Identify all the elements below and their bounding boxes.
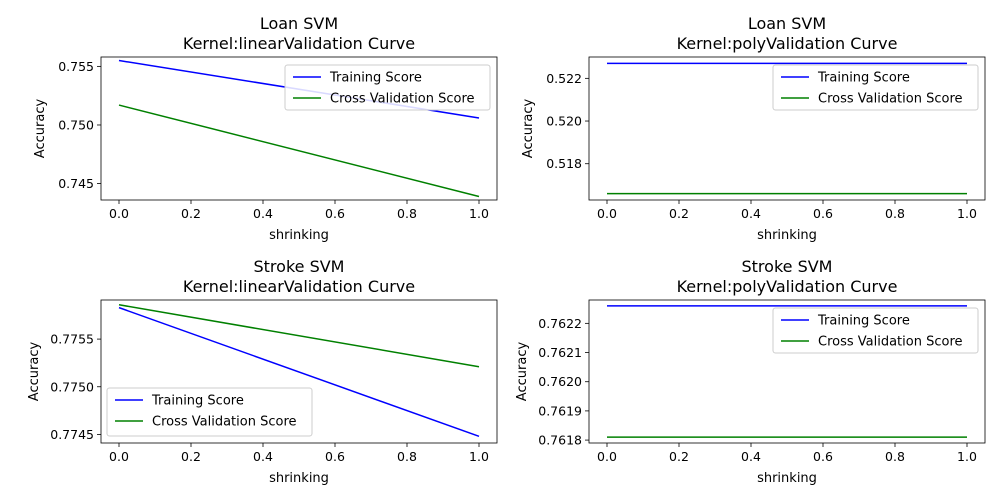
x-tick-label: 0.0 [597,206,617,221]
x-tick-label: 0.8 [885,206,905,221]
plot-area-frame [588,56,986,201]
x-tick-label: 0.2 [181,206,201,221]
x-tick-label: 0.2 [181,449,201,464]
y-tick-label: 0.520 [546,114,582,129]
chart-title-line1: Loan SVM [260,14,338,33]
x-axis-label: shrinking [757,471,817,486]
x-axis-label: shrinking [269,228,329,243]
legend-box [772,307,979,354]
legend-entry-label: Cross Validation Score [818,335,963,350]
y-tick-label: 0.7619 [538,403,582,418]
x-tick-label: 0.2 [669,206,689,221]
y-tick-label: 0.7755 [50,332,94,347]
x-tick-label: 0.8 [885,449,905,464]
legend-box [284,64,491,111]
y-tick-label: 0.7622 [538,316,582,331]
x-tick-label: 1.0 [469,449,489,464]
x-tick-label: 0.8 [397,206,417,221]
x-tick-label: 0.6 [813,206,833,221]
y-tick-label: 0.518 [546,156,582,171]
chart-title-line1: Stroke SVM [742,257,833,276]
chart-title-line1: Loan SVM [748,14,826,33]
x-tick-label: 1.0 [469,206,489,221]
legend-entry-label: Training Score [817,314,910,329]
plot-area-frame [100,56,498,201]
legend-entry-label: Cross Validation Score [818,92,963,107]
x-tick-label: 0.6 [325,206,345,221]
legend-entry-label: Training Score [817,71,910,86]
x-tick-label: 0.0 [597,449,617,464]
x-tick-label: 1.0 [957,449,977,464]
y-axis-label: Accuracy [521,99,536,159]
legend: Training Score Cross Validation Score [772,307,979,354]
chart-title-line2: Kernel:polyValidation Curve [677,277,898,296]
x-tick-label: 0.0 [109,206,129,221]
legend: Training Score Cross Validation Score [284,64,491,111]
y-tick-label: 0.755 [58,59,94,74]
series-line-cross-validation-score [118,104,480,198]
y-axis-label: Accuracy [27,342,42,402]
x-tick-label: 0.4 [253,449,273,464]
legend-entry-label: Cross Validation Score [330,92,475,107]
chart-title-line1: Stroke SVM [254,257,345,276]
x-tick-label: 0.4 [253,206,273,221]
x-tick-label: 1.0 [957,206,977,221]
y-tick-label: 0.750 [58,117,94,132]
y-tick-label: 0.7618 [538,433,582,448]
x-tick-label: 0.0 [109,449,129,464]
y-tick-label: 0.7750 [50,379,94,394]
legend-entry-label: Cross Validation Score [152,415,297,430]
plot-area-frame [100,299,498,444]
y-tick-label: 0.745 [58,176,94,191]
legend-entry-label: Training Score [151,394,244,409]
x-tick-label: 0.4 [741,206,761,221]
x-tick-label: 0.8 [397,449,417,464]
x-tick-label: 0.2 [669,449,689,464]
y-tick-label: 0.7621 [538,345,582,360]
y-axis-label: Accuracy [33,99,48,159]
series-line-training-score [118,306,480,438]
x-tick-label: 0.6 [813,449,833,464]
legend-entry-label: Training Score [329,71,422,86]
x-axis-label: shrinking [757,228,817,243]
chart-title-line2: Kernel:linearValidation Curve [183,34,415,53]
x-tick-label: 0.6 [325,449,345,464]
legend: Training Score Cross Validation Score [106,387,313,437]
y-tick-label: 0.7745 [50,427,94,442]
x-axis-label: shrinking [269,471,329,486]
y-tick-label: 0.7620 [538,374,582,389]
legend: Training Score Cross Validation Score [772,64,979,111]
x-tick-label: 0.4 [741,449,761,464]
legend-box [106,387,313,437]
plot-area-frame [588,299,986,444]
chart-title-line2: Kernel:linearValidation Curve [183,277,415,296]
chart-title-line2: Kernel:polyValidation Curve [677,34,898,53]
y-tick-label: 0.522 [546,71,582,86]
y-axis-label: Accuracy [515,342,530,402]
series-line-cross-validation-score [118,304,480,368]
legend-box [772,64,979,111]
